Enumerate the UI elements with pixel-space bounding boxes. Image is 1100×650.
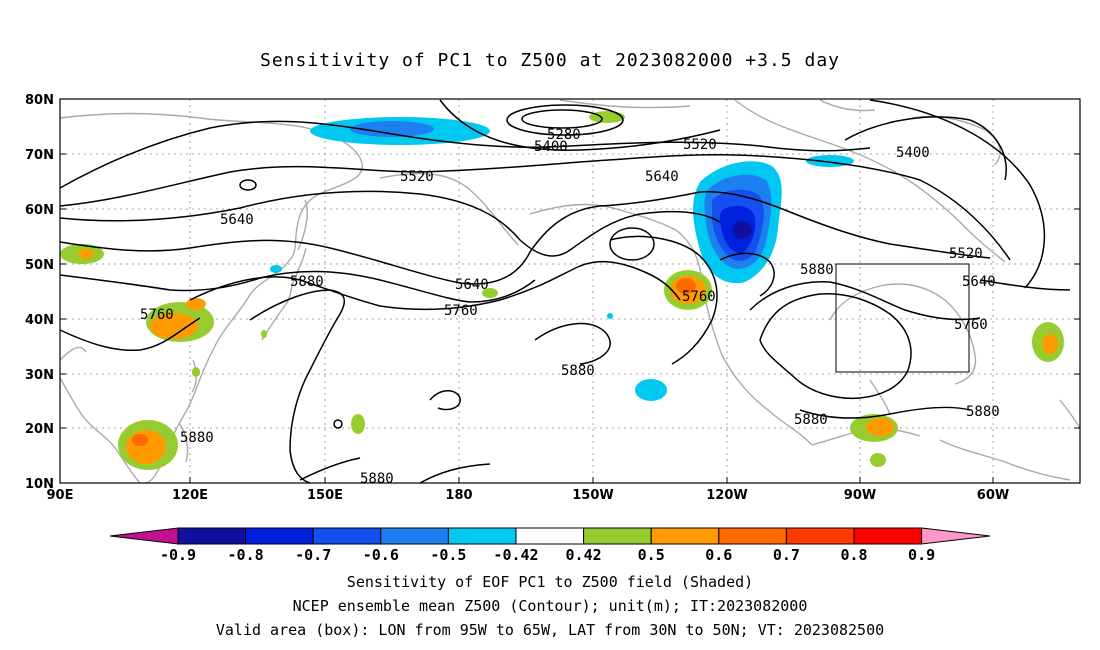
contour-label: 5760 <box>682 289 716 305</box>
contour-label: 5640 <box>220 212 254 228</box>
lon-label: 60W <box>977 488 1009 503</box>
shade-negative-arctic-core <box>350 121 434 137</box>
lon-label-layer: 90E 120E 150E 180 150W 120W 90W 60W <box>47 488 1010 503</box>
colorbar-cell <box>853 527 923 545</box>
footer-line-shading: Sensitivity of EOF PC1 to Z500 field (Sh… <box>346 573 754 591</box>
colorbar-cell <box>718 527 787 545</box>
colorbar-end-right <box>921 527 991 545</box>
z500-contours <box>59 99 1071 484</box>
map-title: Sensitivity of PC1 to Z500 at 2023082000… <box>259 50 840 71</box>
contour-label: 5880 <box>180 430 214 446</box>
lat-label: 40N <box>25 313 54 328</box>
contour-label: 5880 <box>290 274 324 290</box>
lat-label-layer: 80N 70N 60N 50N 40N 30N 20N 10N <box>25 93 54 492</box>
colorbar-label: -0.5 <box>430 546 466 564</box>
colorbar-cell <box>177 527 247 545</box>
lon-label: 120E <box>172 488 208 503</box>
colorbar-label: -0.8 <box>228 546 264 564</box>
lon-label: 120W <box>706 488 747 503</box>
map-frame <box>59 98 1081 484</box>
coastlines <box>59 99 1081 484</box>
lat-label: 30N <box>25 368 54 383</box>
colorbar-cell <box>785 527 855 545</box>
graticule <box>60 99 1080 483</box>
contour-label: 5640 <box>962 274 996 290</box>
contour-label: 5760 <box>140 307 174 323</box>
contour-label: 5640 <box>645 169 679 185</box>
colorbar-end-left <box>109 527 179 545</box>
lat-label: 70N <box>25 148 54 163</box>
colorbar-label: -0.9 <box>160 546 196 564</box>
contour-label: 5280 <box>547 127 581 143</box>
colorbar-label: -0.7 <box>295 546 331 564</box>
lat-label: 10N <box>25 477 54 492</box>
colorbar-label: 0.8 <box>840 546 867 564</box>
colorbar-label: 0.9 <box>908 546 935 564</box>
lat-label: 80N <box>25 93 54 108</box>
contour-label: 5880 <box>966 404 1000 420</box>
lon-label: 90E <box>47 488 74 503</box>
contour-label: 5880 <box>561 363 595 379</box>
colorbar-cell <box>650 527 720 545</box>
colorbar-cell <box>515 527 585 545</box>
shade-positive-arctic <box>589 111 625 123</box>
shade-negative-hudson <box>806 155 854 167</box>
lat-label: 20N <box>25 422 54 437</box>
colorbar-label: -0.42 <box>493 546 538 564</box>
colorbar-label: 0.6 <box>705 546 732 564</box>
contour-label: 5520 <box>683 137 717 153</box>
lon-label: 150W <box>572 488 613 503</box>
contour-label: 5520 <box>949 246 983 262</box>
lat-label: 50N <box>25 258 54 273</box>
contour-label: 5400 <box>534 139 568 155</box>
colorbar <box>109 527 991 545</box>
colorbar-cell <box>583 527 652 545</box>
colorbar-label: -0.6 <box>363 546 399 564</box>
contour-label: 5760 <box>444 303 478 319</box>
contour-label: 5760 <box>954 317 988 333</box>
footer-line-contour: NCEP ensemble mean Z500 (Contour); unit(… <box>292 597 808 615</box>
colorbar-label: 0.5 <box>638 546 665 564</box>
lon-label: 90W <box>844 488 876 503</box>
axis-ticks <box>60 98 1080 483</box>
contour-label: 5880 <box>360 471 394 487</box>
colorbar-labels: -0.9 -0.8 -0.7 -0.6 -0.5 -0.42 0.42 0.5 … <box>160 546 935 564</box>
colorbar-cell <box>380 527 449 545</box>
contour-label: 5520 <box>400 169 434 185</box>
colorbar-label: 0.7 <box>773 546 800 564</box>
colorbar-cell <box>447 527 517 545</box>
contour-label: 5640 <box>455 277 489 293</box>
shade-negative-pacific <box>635 379 667 401</box>
contour-label: 5880 <box>800 262 834 278</box>
lon-label: 180 <box>445 488 472 503</box>
contour-label: 5400 <box>896 145 930 161</box>
colorbar-label: 0.42 <box>566 546 602 564</box>
valid-area-box <box>835 263 970 373</box>
contour-label: 5880 <box>794 412 828 428</box>
lon-label: 150E <box>307 488 343 503</box>
lat-label: 60N <box>25 203 54 218</box>
footer-line-valid-area: Valid area (box): LON from 95W to 65W, L… <box>215 621 885 639</box>
colorbar-cell <box>312 527 382 545</box>
colorbar-cell <box>245 527 314 545</box>
contour-label-layer: 5280 5400 5520 5400 5520 5640 5640 5520 … <box>140 127 1000 487</box>
